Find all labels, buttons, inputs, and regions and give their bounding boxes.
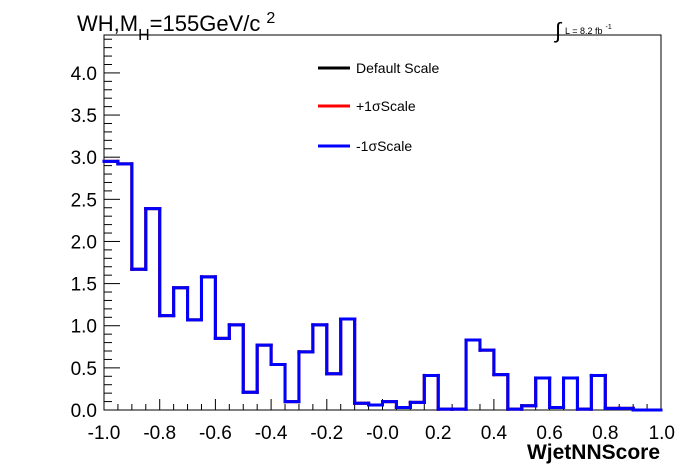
- x-axis-title: WjetNNScore: [527, 441, 660, 464]
- y-tick-label: 2.5: [71, 190, 97, 211]
- x-tick-label: 0.4: [481, 423, 508, 444]
- series-layer: [102, 159, 663, 412]
- x-tick-label: -0.6: [199, 423, 232, 444]
- title-value: =155GeV/c: [150, 11, 261, 36]
- legend: Default Scale +1σScale -1σScale: [318, 60, 439, 154]
- x-tick-label: 0.8: [592, 423, 618, 444]
- x-tick-label: -0.0: [366, 423, 399, 444]
- legend-label-plus-1sigma-scale: +1σScale: [356, 98, 416, 114]
- luminosity-integral: ∫: [553, 18, 563, 43]
- legend-label-minus-1sigma-scale: -1σScale: [356, 138, 412, 154]
- y-tick-label: 1.0: [71, 317, 97, 338]
- title-prefix: WH,M: [77, 11, 138, 36]
- y-tick-label: 0.5: [71, 359, 97, 380]
- y-tick-label: 0.0: [71, 401, 97, 422]
- x-tick-label: 0.6: [536, 423, 562, 444]
- title-superscript: 2: [266, 10, 275, 27]
- luminosity-text: L = 8.2 fb: [565, 26, 602, 36]
- series-2: [102, 159, 663, 412]
- legend-label-default-scale: Default Scale: [356, 60, 439, 76]
- x-tick-label: 1.0: [649, 423, 675, 444]
- x-tick-label: -0.8: [143, 423, 176, 444]
- luminosity-label: ∫ L = 8.2 fb -1: [553, 18, 612, 43]
- x-tick-label: 0.2: [425, 423, 451, 444]
- x-tick-label: -1.0: [88, 423, 121, 444]
- y-tick-label: 2.0: [71, 232, 97, 253]
- y-axis: 0.0 0.5 1.0 1.5 2.0 2.5 3.0 3.5 4.0: [71, 38, 120, 422]
- luminosity-superscript: -1: [605, 24, 611, 31]
- y-tick-label: 1.5: [71, 275, 97, 296]
- x-tick-label: -0.4: [255, 423, 288, 444]
- y-tick-label: 3.0: [71, 148, 97, 169]
- y-tick-label: 4.0: [71, 64, 97, 85]
- x-tick-label: -0.2: [310, 423, 343, 444]
- y-tick-label: 3.5: [71, 106, 97, 127]
